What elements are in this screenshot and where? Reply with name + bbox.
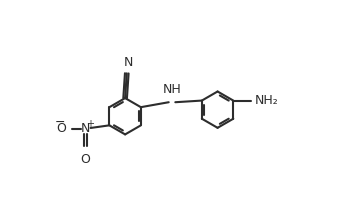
Text: N: N xyxy=(124,56,133,69)
Text: +: + xyxy=(86,119,94,129)
Text: NH: NH xyxy=(163,83,181,96)
Text: N: N xyxy=(81,122,90,135)
Text: NH₂: NH₂ xyxy=(255,94,279,107)
Text: −: − xyxy=(54,116,65,129)
Text: O: O xyxy=(57,122,66,135)
Text: O: O xyxy=(81,153,91,166)
